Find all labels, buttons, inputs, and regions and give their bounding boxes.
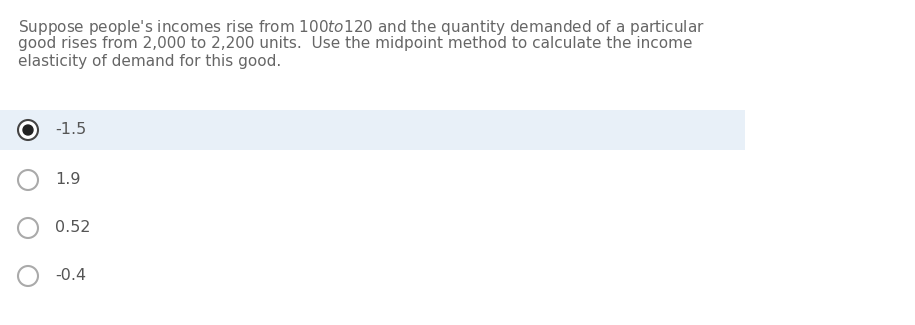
Text: Suppose people's incomes rise from $100 to $120 and the quantity demanded of a p: Suppose people's incomes rise from $100 … xyxy=(18,18,705,37)
Text: good rises from 2,000 to 2,200 units.  Use the midpoint method to calculate the : good rises from 2,000 to 2,200 units. Us… xyxy=(18,36,693,51)
Circle shape xyxy=(18,218,38,238)
Circle shape xyxy=(18,120,38,140)
Circle shape xyxy=(18,266,38,286)
Text: elasticity of demand for this good.: elasticity of demand for this good. xyxy=(18,54,281,69)
FancyBboxPatch shape xyxy=(0,110,745,150)
Text: 1.9: 1.9 xyxy=(55,173,81,188)
Text: -0.4: -0.4 xyxy=(55,268,86,283)
Circle shape xyxy=(23,125,33,135)
Circle shape xyxy=(18,170,38,190)
Text: 0.52: 0.52 xyxy=(55,220,91,236)
Text: -1.5: -1.5 xyxy=(55,123,86,137)
